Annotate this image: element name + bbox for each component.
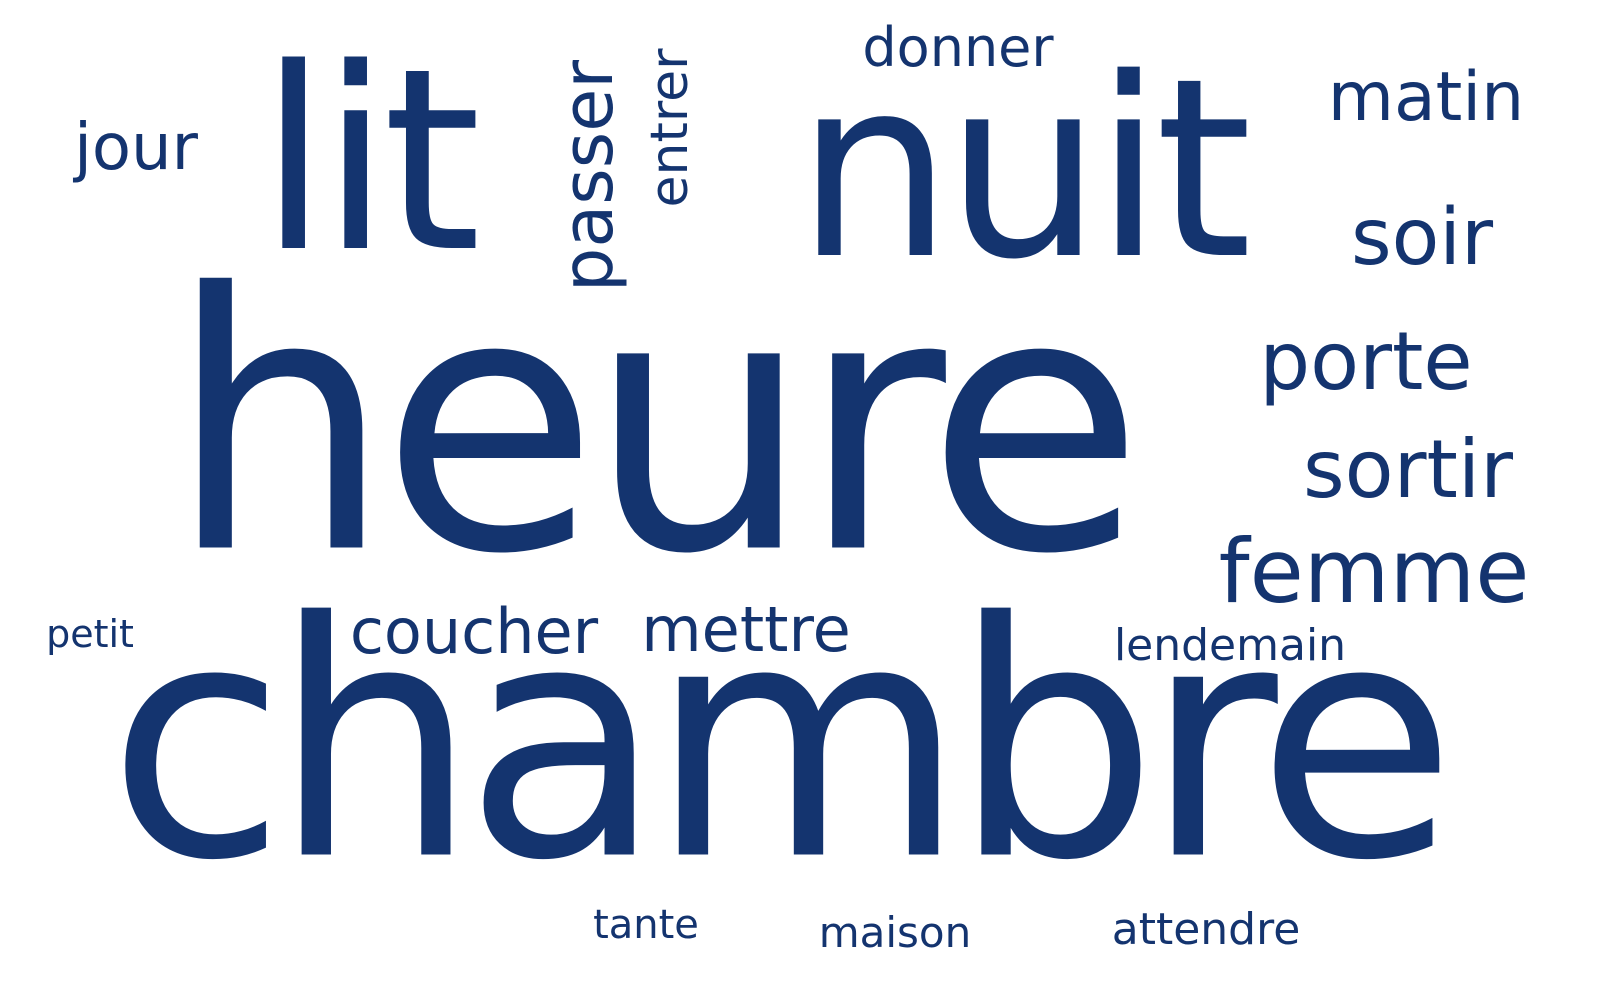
word-tante: tante <box>593 902 699 948</box>
word-maison: maison <box>818 908 972 957</box>
word-coucher: coucher <box>349 595 599 668</box>
word-sortir: sortir <box>1303 423 1513 516</box>
word-porte: porte <box>1259 315 1473 408</box>
word-donner: donner <box>862 16 1054 79</box>
word-lendemain: lendemain <box>1113 620 1347 671</box>
word-heure: heure <box>167 217 1145 632</box>
word-matin: matin <box>1327 58 1525 137</box>
word-passer: passer <box>547 59 629 293</box>
word-chambre: chambre <box>107 552 1456 932</box>
word-petit: petit <box>46 612 134 656</box>
word-jour: jour <box>74 111 198 185</box>
word-entrer: entrer <box>640 48 700 208</box>
word-mettre: mettre <box>641 593 851 666</box>
word-attendre: attendre <box>1111 904 1301 955</box>
word-soir: soir <box>1350 193 1494 283</box>
word-lit: lit <box>258 15 482 308</box>
word-nuit: nuit <box>795 26 1252 314</box>
word-femme: femme <box>1218 520 1530 623</box>
